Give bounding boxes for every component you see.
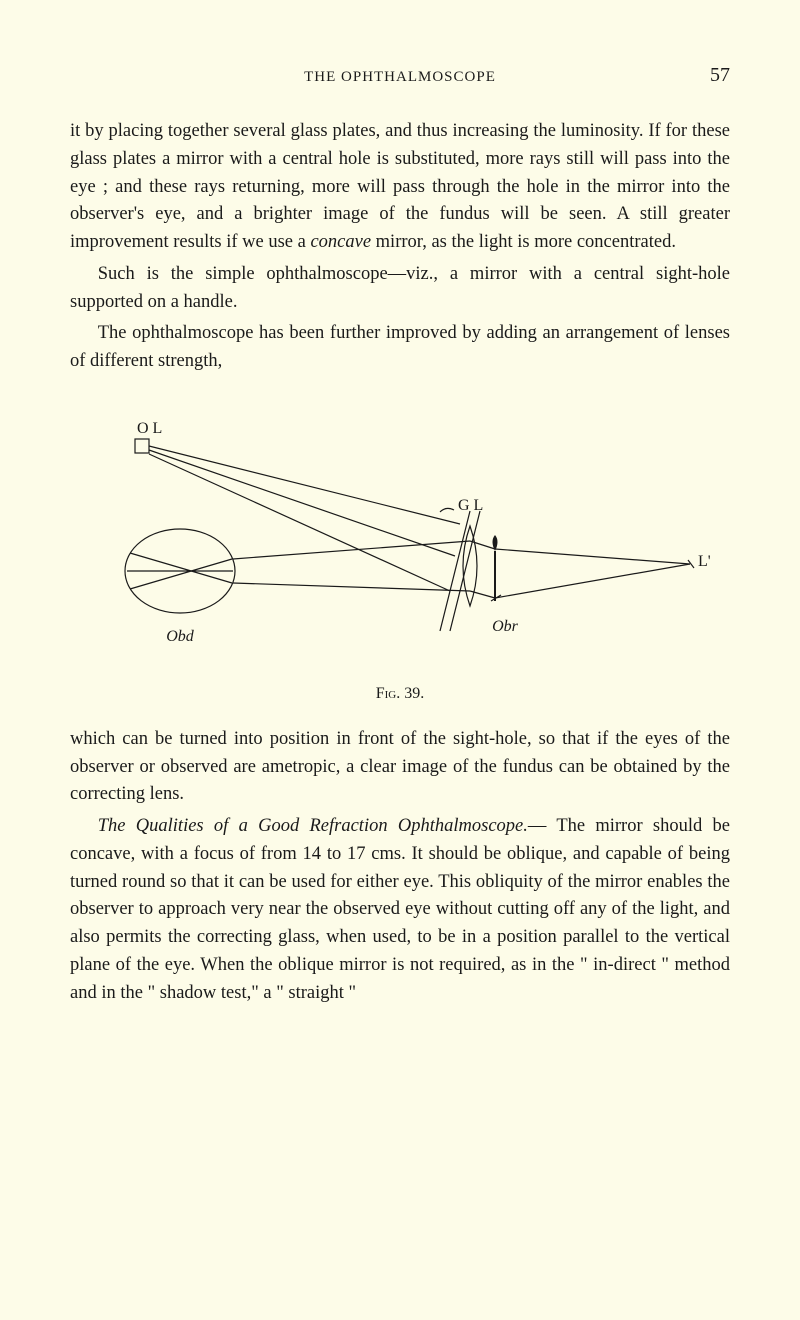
running-title: THE OPHTHALMOSCOPE [110, 66, 690, 89]
svg-text:G L: G L [458, 497, 483, 514]
figure-caption: Fig. 39. [70, 682, 730, 706]
paragraph-2: Such is the simple ophthalmoscope—viz., … [70, 261, 730, 317]
paragraph-4: which can be turned into position in fro… [70, 726, 730, 809]
caption-prefix: Fig. [376, 685, 401, 702]
svg-text:L': L' [698, 553, 710, 570]
p1-tail: mirror, as the light is more concentrate… [371, 232, 676, 252]
figure-39: O L G L L' Obd Obr Fig. 39. [70, 406, 730, 706]
paragraph-1: it by placing together several glass pla… [70, 118, 730, 257]
svg-text:Obd: Obd [166, 628, 195, 645]
p4-text: which can be turned into position in fro… [70, 729, 730, 805]
paragraph-5: The Qualities of a Good Refraction Ophth… [70, 813, 730, 1007]
p3-text: The ophthalmoscope has been further impr… [70, 323, 730, 371]
optics-diagram: O L G L L' Obd Obr [90, 406, 710, 666]
p1-emphasis: concave [310, 232, 371, 252]
p5-emphasis: The Qualities of a Good Refraction Ophth… [98, 816, 528, 836]
svg-text:Obr: Obr [492, 618, 519, 635]
svg-text:O L: O L [137, 420, 162, 437]
paragraph-3: The ophthalmoscope has been further impr… [70, 320, 730, 376]
p5-tail: — The mirror should be concave, with a f… [70, 816, 730, 1003]
page-header: THE OPHTHALMOSCOPE 57 [70, 60, 730, 90]
caption-number: 39. [400, 685, 424, 702]
p2-text: Such is the simple ophthalmoscope—viz., … [70, 264, 730, 312]
page-number: 57 [690, 60, 730, 90]
